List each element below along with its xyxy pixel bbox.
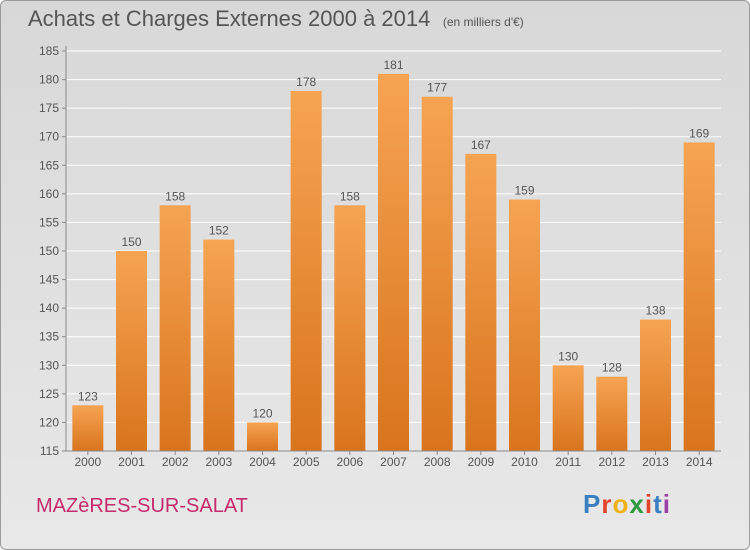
logo-letter: x [629, 489, 645, 519]
value-label: 152 [209, 224, 229, 238]
x-tick-label: 2000 [74, 455, 101, 469]
y-tick-label: 135 [39, 330, 59, 344]
y-tick-label: 165 [39, 158, 59, 172]
chart-title: Achats et Charges Externes 2000 à 2014 [28, 6, 431, 31]
bar-2003 [203, 239, 235, 451]
y-tick-label: 150 [39, 244, 59, 258]
x-tick-label: 2008 [424, 455, 451, 469]
logo-letter: i [662, 489, 671, 519]
bar-2010 [509, 199, 540, 451]
bar-2002 [159, 205, 191, 451]
bar-2011 [552, 365, 584, 451]
logo-letter: P [583, 489, 602, 519]
x-tick-label: 2012 [598, 455, 625, 469]
y-tick-label: 125 [39, 387, 59, 401]
value-label: 130 [558, 349, 578, 363]
chart-header: Achats et Charges Externes 2000 à 2014 (… [28, 6, 524, 32]
value-label: 181 [383, 58, 403, 72]
bar-2009 [465, 153, 497, 451]
value-label: 150 [121, 235, 141, 249]
y-tick-label: 115 [40, 444, 59, 458]
bar-2012 [596, 376, 628, 451]
x-tick-label: 2006 [336, 455, 363, 469]
y-tick-label: 140 [39, 301, 59, 315]
axes [62, 46, 721, 455]
logo-letter: i [644, 489, 654, 519]
logo-letter: t [653, 489, 663, 519]
y-tick-label: 180 [39, 73, 59, 87]
bar-2006 [334, 205, 366, 451]
value-label: 128 [602, 361, 622, 375]
bar-2013 [640, 319, 671, 451]
bar-2014 [683, 142, 715, 451]
y-tick-label: 170 [39, 130, 59, 144]
proxiti-logo: Proxiti [583, 489, 671, 520]
x-tick-label: 2009 [467, 455, 494, 469]
bar-2005 [290, 91, 322, 451]
bar-2008 [421, 96, 453, 451]
x-tick-label: 2007 [380, 455, 407, 469]
value-label: 178 [296, 75, 316, 89]
x-tick-label: 2003 [205, 455, 232, 469]
y-tick-label: 120 [39, 415, 59, 429]
chart-unit: (en milliers d'€) [442, 15, 524, 29]
bar-2000 [72, 405, 104, 451]
x-tick-label: 2004 [249, 455, 276, 469]
value-label: 138 [645, 304, 665, 318]
labels: 115 120 125 130 135 140 145 150 155 160 165 170 175 1… [39, 44, 713, 469]
y-tick-label: 160 [39, 187, 59, 201]
logo-letter: o [612, 489, 630, 519]
bars [72, 73, 715, 451]
y-tick-label: 130 [39, 358, 59, 372]
y-tick-label: 145 [39, 273, 59, 287]
y-tick-label: 155 [39, 215, 59, 229]
x-tick-label: 2010 [511, 455, 538, 469]
bar-2004 [247, 422, 278, 451]
logo-letter: r [601, 489, 613, 519]
x-tick-label: 2014 [686, 455, 713, 469]
value-label: 158 [340, 189, 360, 203]
y-tick-label: 185 [39, 44, 59, 58]
value-label: 123 [78, 389, 98, 403]
x-tick-label: 2001 [118, 455, 145, 469]
y-tick-label: 175 [39, 101, 59, 115]
x-tick-label: 2011 [555, 455, 581, 469]
value-label: 167 [471, 138, 491, 152]
x-tick-label: 2013 [642, 455, 669, 469]
value-label: 158 [165, 189, 185, 203]
bar-2001 [116, 251, 147, 451]
value-label: 120 [252, 406, 272, 420]
x-tick-label: 2002 [162, 455, 189, 469]
value-label: 177 [427, 81, 447, 95]
x-tick-label: 2005 [293, 455, 320, 469]
bar-2007 [378, 73, 409, 451]
value-label: 169 [689, 126, 709, 140]
value-label: 159 [514, 184, 534, 198]
town-name: MAZèRES-SUR-SALAT [36, 495, 248, 517]
